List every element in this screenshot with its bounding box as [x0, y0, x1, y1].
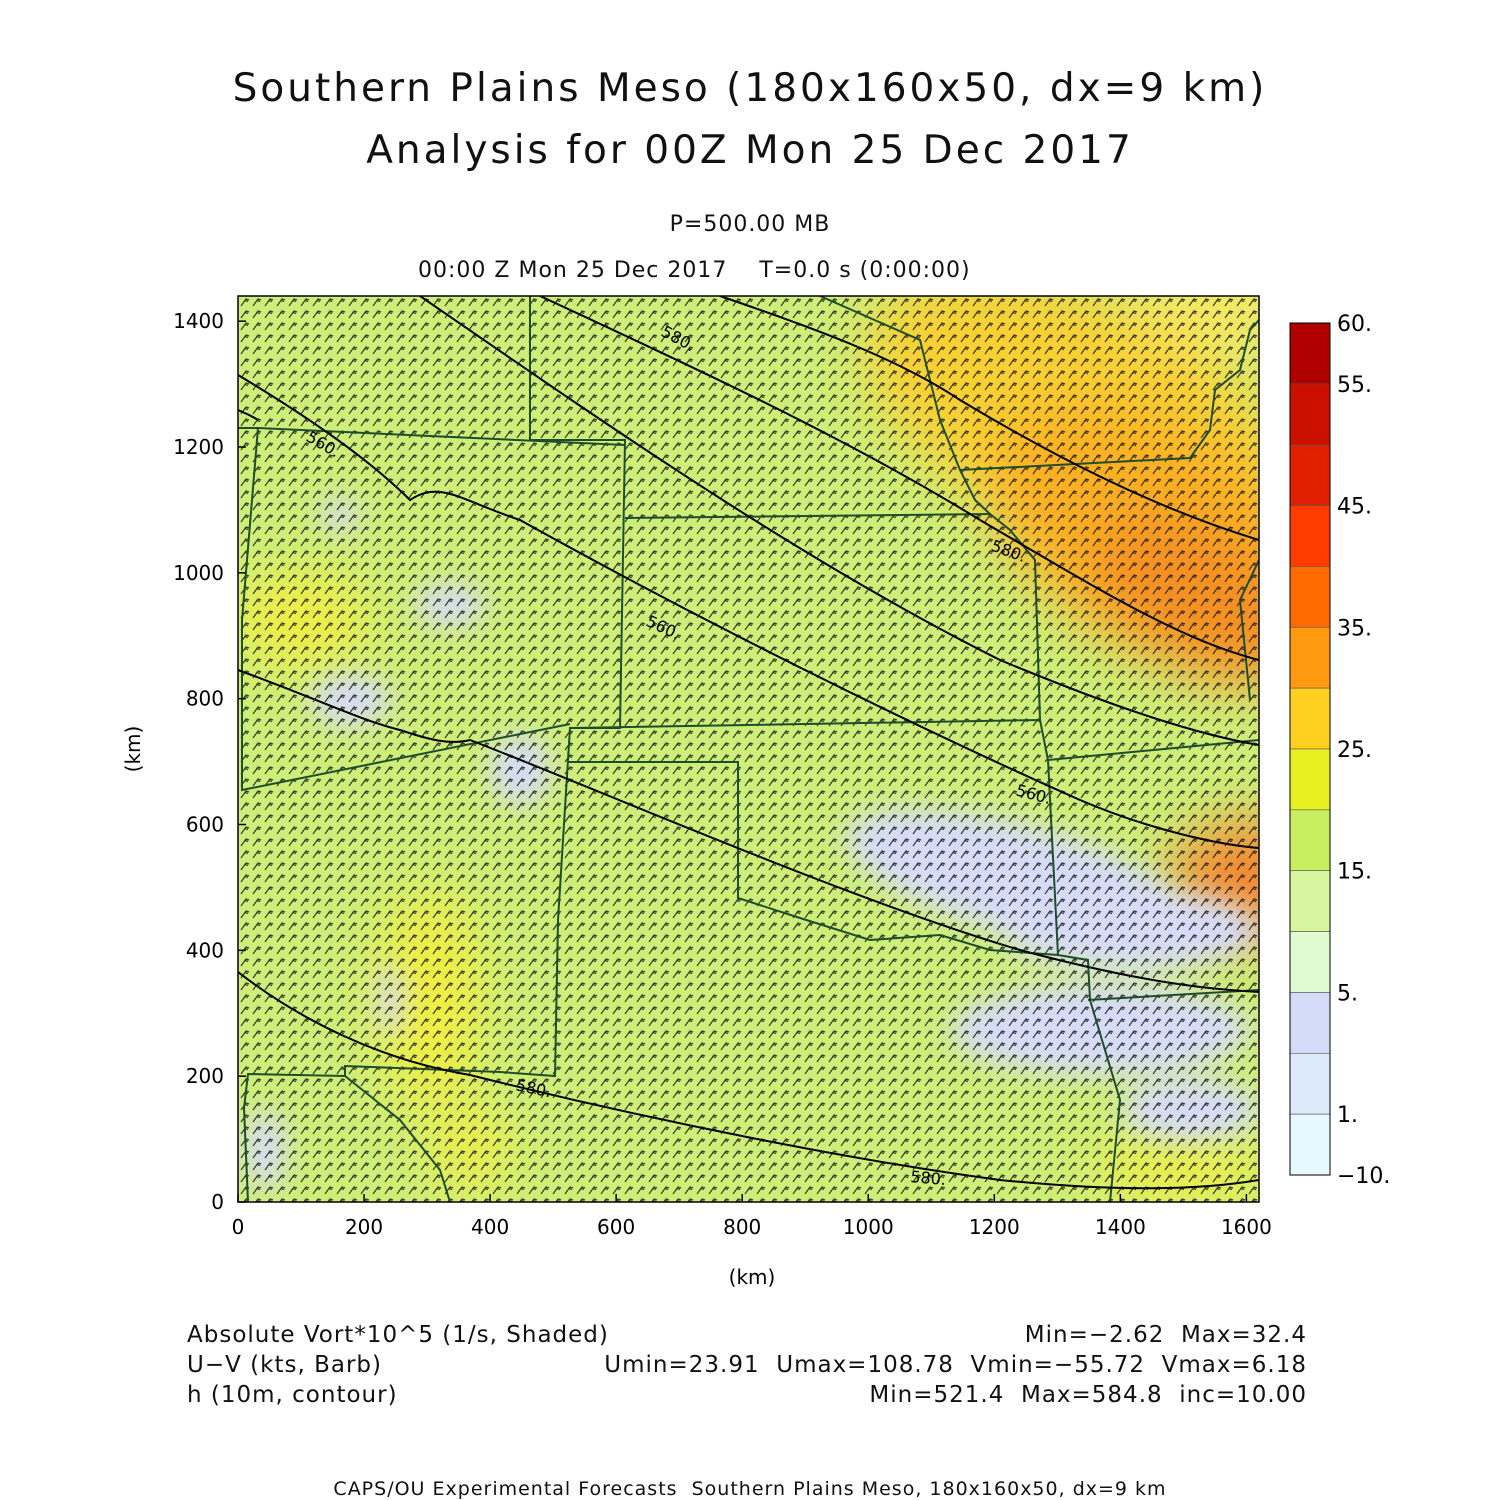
colorbar-frame [1289, 322, 1331, 1176]
field2-stats: Umin=23.91 Umax=108.78 Vmin=−55.72 Vmax=… [604, 1352, 1307, 1378]
state-boundaries [238, 296, 1259, 1202]
y-tick-label: 0 [211, 1190, 224, 1214]
field3-stats: Min=521.4 Max=584.8 inc=10.00 [869, 1382, 1307, 1408]
x-tick-label: 1400 [1095, 1215, 1146, 1239]
colorbar-label: 25. [1337, 738, 1372, 763]
field3-name: h (10m, contour) [187, 1382, 398, 1408]
colorbar-swatch [1289, 748, 1331, 811]
colorbar-swatch [1289, 626, 1331, 689]
y-axis-label: (km) [121, 726, 145, 773]
contour-label: 580. [910, 1167, 947, 1189]
y-tick-label: 600 [186, 813, 224, 837]
x-tick-label: 200 [345, 1215, 383, 1239]
y-tick-label: 1400 [173, 309, 224, 333]
colorbar-label: 60. [1337, 312, 1372, 337]
colorbar-swatch [1289, 383, 1331, 446]
plot-title-line2: Analysis for 00Z Mon 25 Dec 2017 [366, 128, 1134, 173]
y-tick-label: 400 [186, 938, 224, 962]
y-axis: 0 200 400 600 800 1000 1200 1400 [173, 309, 246, 1214]
plot-title-line1: Southern Plains Meso (180x160x50, dx=9 k… [232, 66, 1268, 111]
y-tick-label: 800 [186, 687, 224, 711]
field2-name: U−V (kts, Barb) [187, 1352, 382, 1378]
colorbar-label: 5. [1337, 981, 1358, 1006]
plot-frame [237, 295, 1260, 1203]
x-tick-label: 1000 [843, 1215, 894, 1239]
credit-line: CAPS/OU Experimental Forecasts Southern … [333, 1478, 1167, 1500]
x-axis: 0 200 400 600 800 1000 1200 1400 1600 [232, 1194, 1272, 1239]
colorbar-swatch [1289, 1113, 1331, 1176]
x-tick-label: 600 [597, 1215, 635, 1239]
x-tick-label: 0 [232, 1215, 245, 1239]
y-tick-label: 200 [186, 1064, 224, 1088]
x-axis-label: (km) [729, 1265, 776, 1289]
height-contours [238, 296, 1259, 1190]
colorbar-swatch [1289, 322, 1331, 385]
colorbar-swatch [1289, 505, 1331, 567]
colorbar: 60. 55. 45. 35. 25. 15. 5. 1. −10. [1289, 312, 1390, 1189]
colorbar-label: −10. [1337, 1164, 1390, 1189]
x-tick-label: 1200 [969, 1215, 1020, 1239]
colorbar-swatch [1289, 687, 1331, 750]
colorbar-label: 35. [1337, 616, 1372, 641]
vorticity-shading [238, 296, 1259, 1202]
colorbar-swatch [1289, 1052, 1331, 1115]
colorbar-swatch [1289, 566, 1331, 628]
x-tick-label: 400 [471, 1215, 509, 1239]
colorbar-swatch [1289, 444, 1331, 506]
colorbar-swatch [1289, 809, 1331, 872]
y-tick-label: 1000 [173, 561, 224, 585]
field1-stats: Min=−2.62 Max=32.4 [1024, 1322, 1307, 1348]
colorbar-swatch [1289, 870, 1331, 932]
colorbar-swatch [1289, 992, 1331, 1054]
x-tick-label: 1600 [1221, 1215, 1272, 1239]
colorbar-label: 15. [1337, 860, 1372, 885]
y-tick-label: 1200 [173, 435, 224, 459]
colorbar-label: 55. [1337, 373, 1372, 398]
pressure-level: P=500.00 MB [669, 212, 831, 237]
colorbar-label: 45. [1337, 495, 1372, 520]
colorbar-swatch [1289, 931, 1331, 993]
wind-barbs [238, 296, 1259, 1202]
colorbar-label: 1. [1337, 1103, 1358, 1128]
field1-name: Absolute Vort*10^5 (1/s, Shaded) [187, 1322, 609, 1348]
x-tick-label: 800 [723, 1215, 761, 1239]
valid-time: 00:00 Z Mon 25 Dec 2017 T=0.0 s (0:00:00… [418, 258, 971, 283]
